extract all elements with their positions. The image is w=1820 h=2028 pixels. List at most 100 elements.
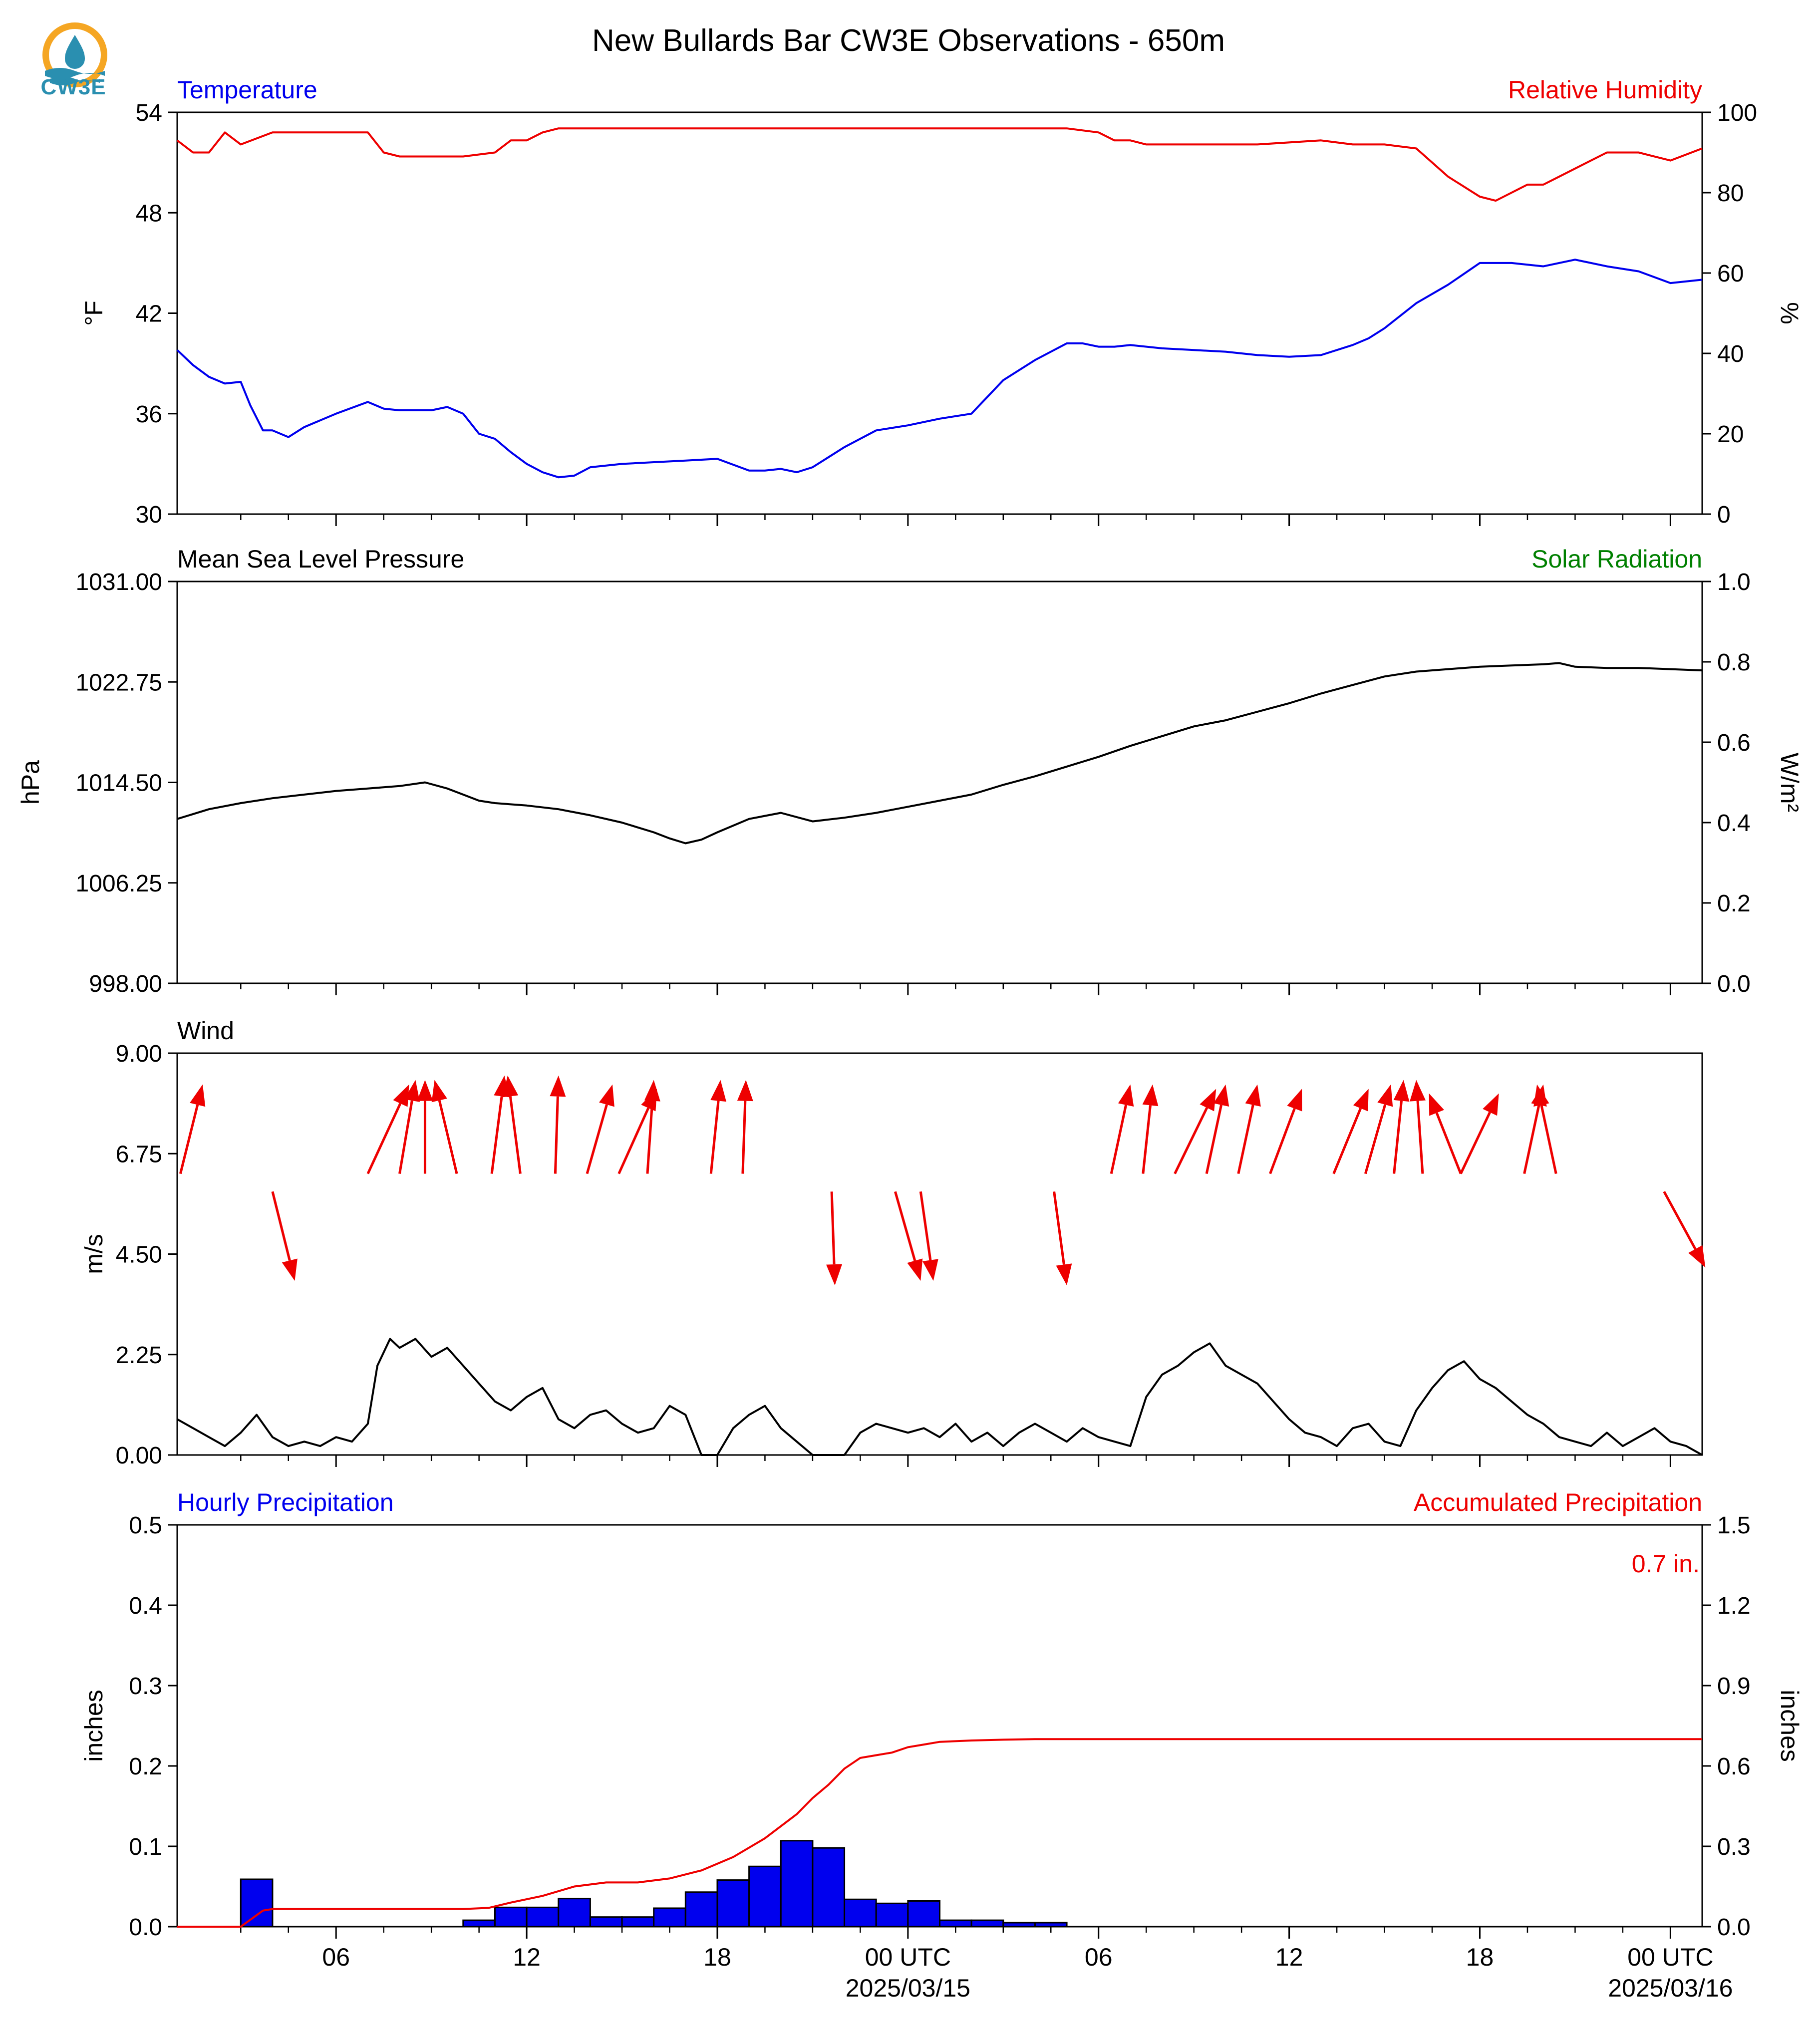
precip-bar [653,1907,686,1928]
wind-arrow-head [502,1075,519,1098]
wind-arrow-shaft [1393,1101,1403,1174]
y-tick-label: 9.00 [116,1041,162,1067]
wind-arrow-head [1483,1093,1499,1116]
y-tick-label-right: 0.3 [1717,1834,1751,1860]
wind-arrow-shaft [366,1103,402,1174]
y-tick-label-right: 80 [1717,180,1744,207]
y-tick-label: 4.50 [116,1242,162,1268]
y-axis-label-right: W/m² [1776,753,1804,812]
wind-arrow-head [431,1080,447,1103]
wind-arrow-shaft [1174,1107,1209,1174]
precip-bar [748,1865,782,1928]
plot-frame [176,1052,1703,1456]
y-tick-label: 6.75 [116,1141,162,1167]
series-line-1-0 [177,662,1703,845]
y-tick-label: 1031.00 [75,569,162,595]
series-line-2-0 [177,1338,1703,1456]
precip-bar [684,1891,718,1928]
wind-arrow-head [1142,1084,1159,1107]
precip-bar [875,1902,909,1928]
wind-arrow-shaft [617,1107,650,1174]
y-tick-label: 1014.50 [75,770,162,797]
wind-arrow-head [1213,1084,1229,1107]
wind-arrow-shaft [1269,1108,1296,1174]
x-tick-label: 12 [1275,1943,1303,1971]
y-tick-label-right: 1.0 [1717,569,1751,595]
y-tick-label-right: 1.2 [1717,1593,1751,1619]
plot-frame [176,580,1703,984]
wind-arrow-head [826,1264,843,1286]
wind-arrow-head [1287,1089,1302,1112]
y-tick-label-right: 60 [1717,261,1744,287]
x-tick-label: 06 [322,1943,350,1971]
wind-arrow-head [550,1075,566,1097]
y-tick-label-right: 1.5 [1717,1512,1751,1539]
x-tick-label: 00 UTC [1627,1943,1713,1971]
wind-arrow-shaft [490,1096,503,1174]
precip-bar [812,1847,846,1928]
wind-arrow-head [1393,1080,1410,1102]
wind-arrow-head [1353,1089,1369,1112]
x-tick-date-label: 2025/03/16 [1608,1974,1733,2002]
wind-arrow-shaft [1540,1105,1557,1174]
wind-arrow-head [1245,1084,1261,1107]
panel-left-title: Temperature [177,76,317,104]
wind-arrow-head [907,1258,923,1281]
wind-arrow-shaft [554,1096,559,1174]
precip-bar [844,1898,877,1928]
wind-arrow-shaft [1237,1105,1254,1174]
y-tick-label: 30 [136,502,162,528]
precip-bar [526,1906,560,1928]
y-tick-label-right: 0.4 [1717,810,1751,837]
wind-arrow-shaft [1110,1105,1128,1174]
y-tick-label-right: 0 [1717,502,1731,528]
wind-arrow-shaft [271,1191,291,1261]
x-tick-label: 00 UTC [865,1943,951,1971]
y-tick-label: 0.1 [129,1834,162,1860]
wind-arrow-shaft [894,1191,916,1261]
x-tick-label: 18 [703,1943,731,1971]
y-tick-label: 998.00 [89,971,162,997]
x-tick-label: 12 [513,1943,541,1971]
y-tick-label-right: 0.6 [1717,730,1751,756]
y-tick-label: 2.25 [116,1342,162,1369]
y-tick-label-right: 0.8 [1717,649,1751,676]
wind-arrow-shaft [1364,1104,1387,1174]
y-tick-label-right: 100 [1717,100,1757,126]
wind-arrow-head [1118,1084,1134,1107]
wind-arrow-shaft [709,1101,720,1174]
precip-bar [494,1906,528,1928]
logo-text: CW3E [40,75,106,99]
y-axis-label: inches [80,1690,108,1762]
wind-arrow-head [1377,1084,1393,1107]
wind-arrow-shaft [1205,1105,1222,1174]
y-axis-label-right: inches [1776,1690,1804,1762]
precip-bar [907,1900,940,1928]
precip-bar [589,1916,623,1928]
accumulated-precip-line [177,1738,1702,1928]
y-tick-label-right: 0.9 [1717,1673,1751,1700]
wind-arrow-shaft [1523,1105,1540,1174]
wind-arrow-head [737,1080,753,1102]
precip-bar [558,1898,591,1928]
y-tick-label: 0.2 [129,1753,162,1780]
panel-left-title: Wind [177,1017,234,1045]
y-axis-label: hPa [16,760,44,805]
y-tick-label-right: 20 [1717,421,1744,448]
precip-bar [240,1878,274,1928]
wind-arrow-shaft [919,1191,932,1260]
wind-arrow-shaft [1416,1101,1424,1174]
y-tick-label: 0.3 [129,1673,162,1700]
precip-bar [1034,1922,1068,1928]
precip-bar [716,1879,750,1928]
plot-frame [176,1524,1703,1928]
y-tick-label-right: 40 [1717,341,1744,367]
wind-arrow-shaft [1053,1191,1065,1265]
wind-arrow-shaft [741,1101,747,1174]
wind-arrow-head [417,1080,433,1101]
y-tick-label: 0.4 [129,1593,162,1619]
y-tick-label: 42 [136,301,162,327]
wind-arrow-shaft [398,1100,413,1174]
plot-frame [176,111,1703,515]
wind-arrow-shaft [1663,1191,1697,1250]
